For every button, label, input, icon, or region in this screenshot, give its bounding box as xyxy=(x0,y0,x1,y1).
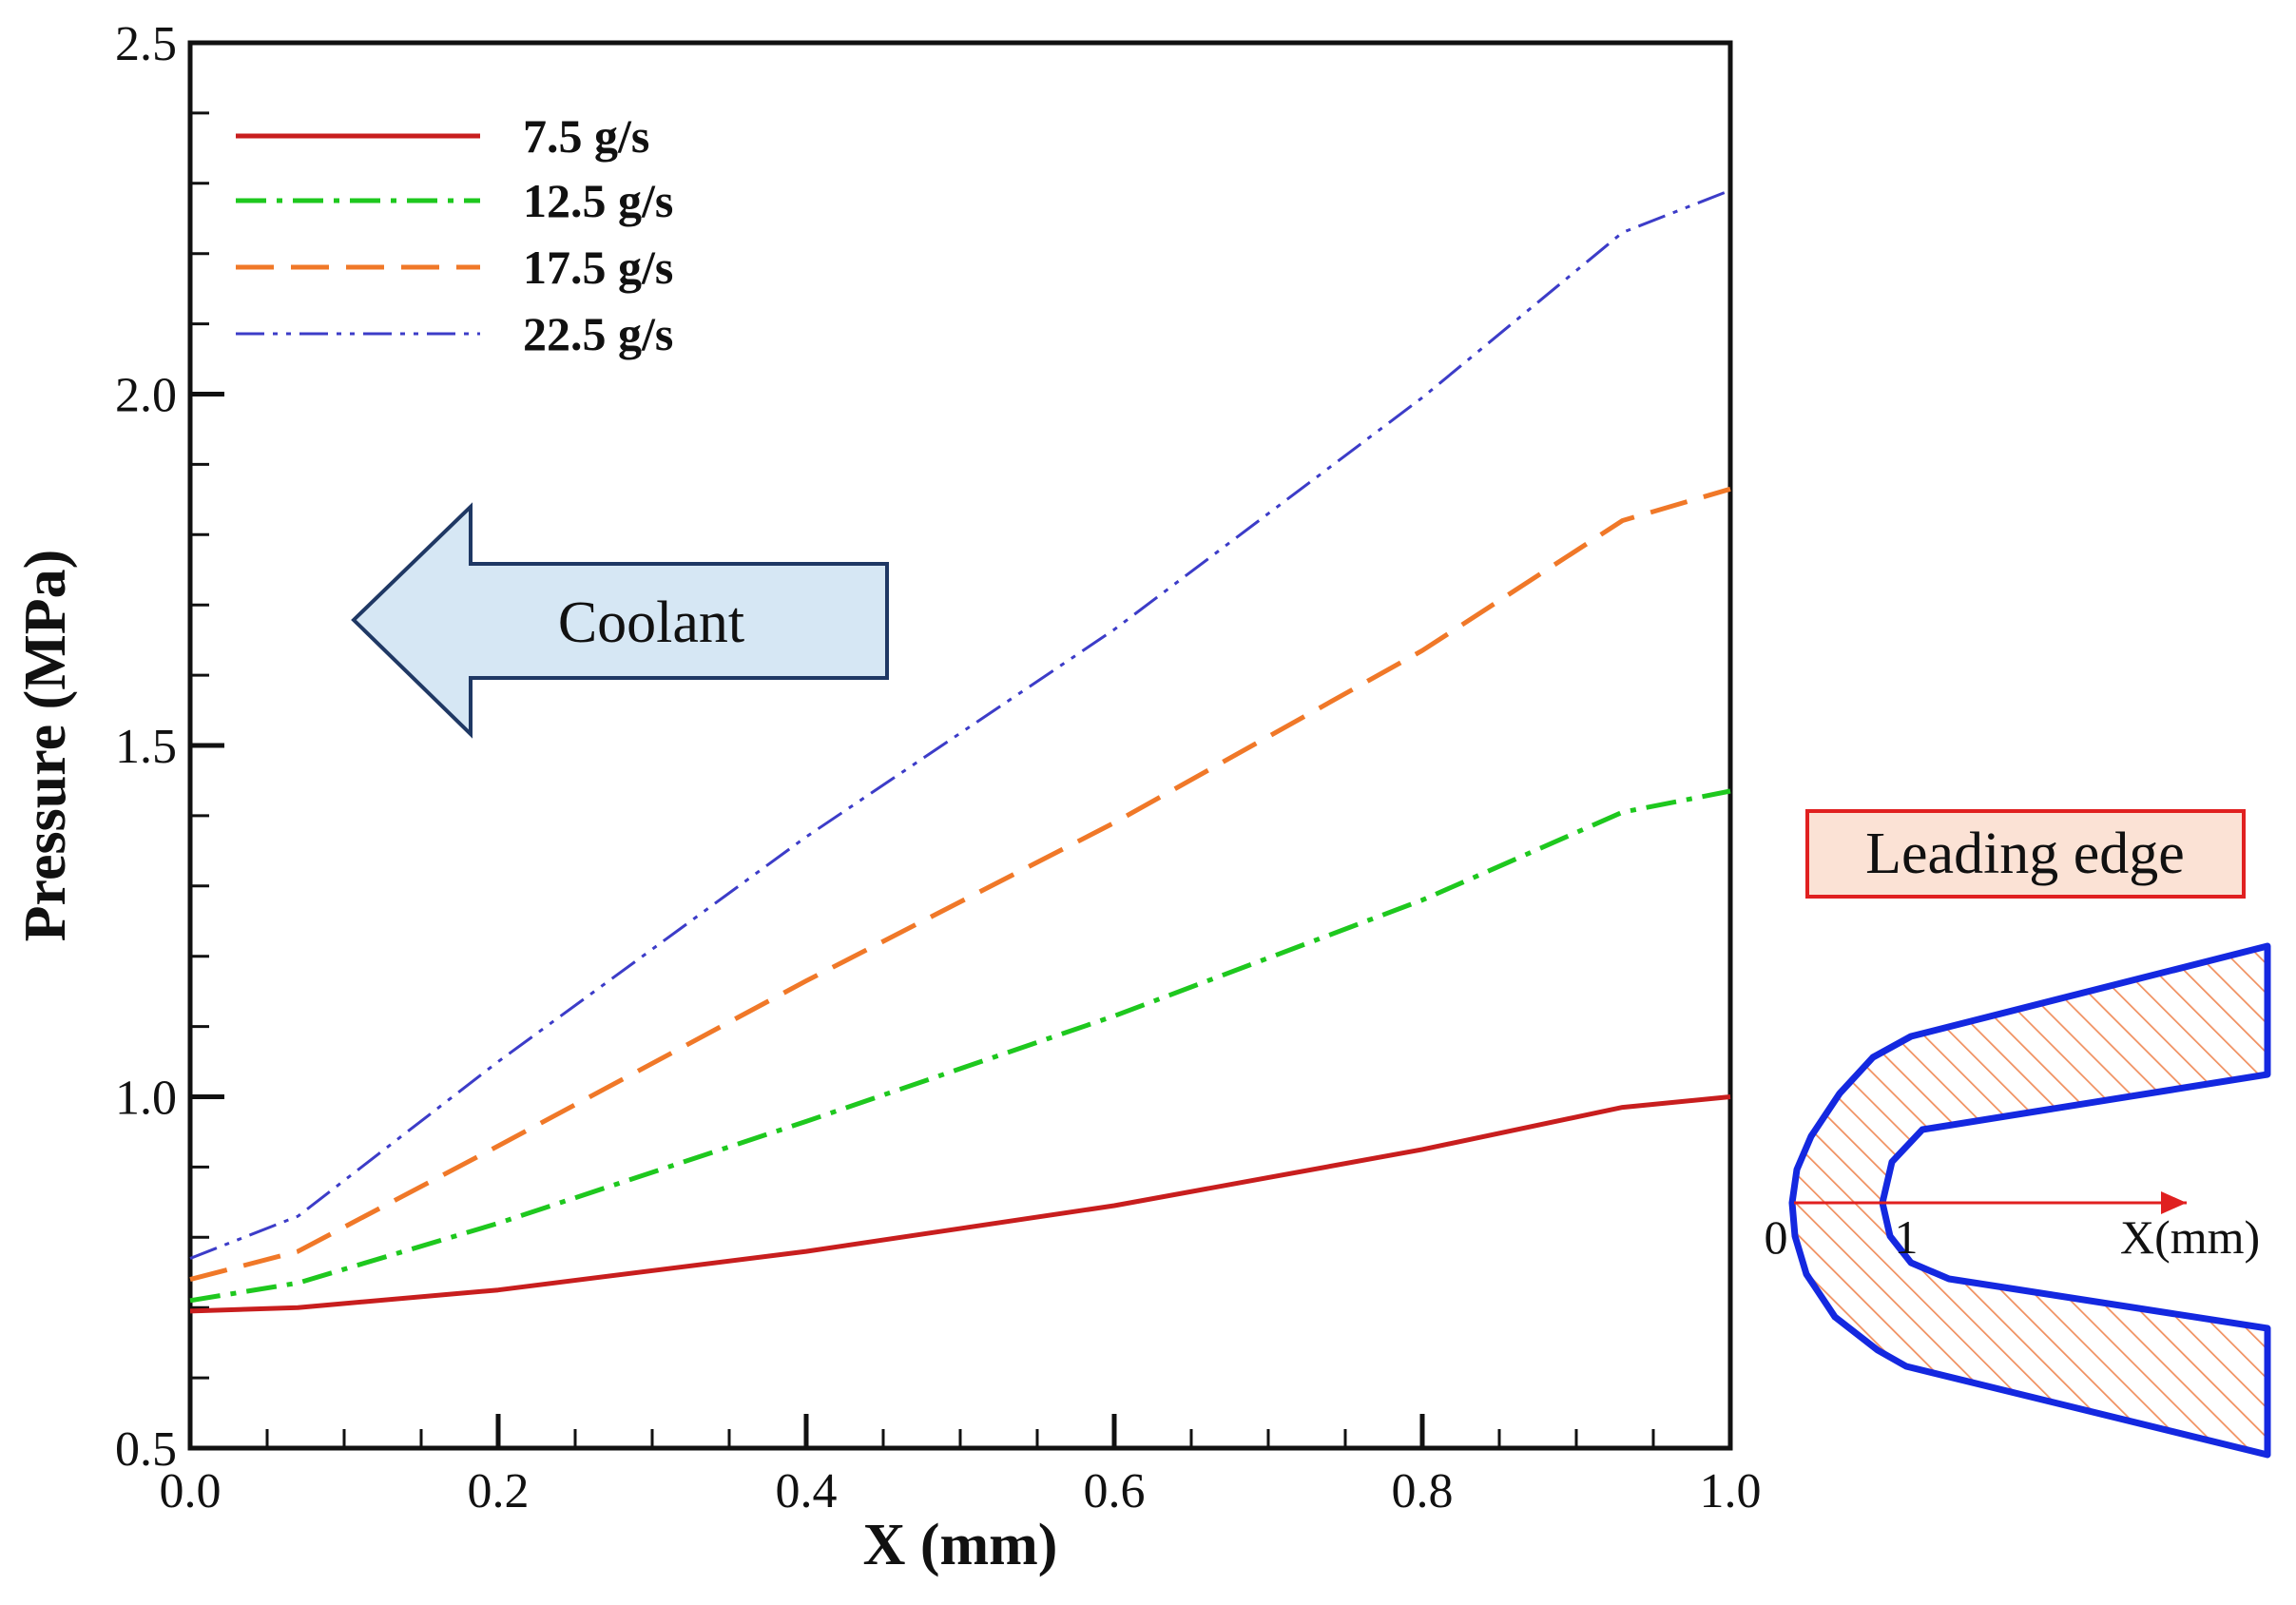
legend-label-17-5: 17.5 g/s xyxy=(523,241,673,294)
leading-edge-title: Leading edge xyxy=(1865,822,2185,886)
series-line-12-5-g-s xyxy=(189,788,1731,1304)
coolant-label: Coolant xyxy=(558,590,744,655)
leading-edge-title-box xyxy=(1805,809,2246,899)
x-tick-label: 0.8 xyxy=(1392,1464,1454,1518)
x-tick-label: 0.4 xyxy=(776,1464,838,1518)
x-tick-label: 1.0 xyxy=(1700,1464,1762,1518)
series-line-17-5-g-s xyxy=(189,486,1731,1283)
legend-label-12-5: 12.5 g/s xyxy=(523,174,673,227)
inset-axis-label: X(mm) xyxy=(2120,1210,2260,1264)
leading-edge-shape xyxy=(1788,942,2271,1459)
y-tick-label: 1.5 xyxy=(115,720,177,774)
axis-ticks: 0.0 0.2 0.4 0.6 0.8 1.0 0.5 1.0 1.5 2.0 2.5 xyxy=(115,17,1762,1518)
legend-label-22-5: 22.5 g/s xyxy=(523,307,673,360)
legend: 7.5 g/s 12.5 g/s 17.5 g/s 22.5 g/s xyxy=(236,109,673,360)
inset-origin-label: 0 xyxy=(1765,1210,1788,1264)
legend-label-7-5: 7.5 g/s xyxy=(523,109,649,163)
coolant-arrow-shape xyxy=(351,502,889,739)
y-tick-label: 2.0 xyxy=(115,369,177,423)
y-axis-title: Pressure (MPa) xyxy=(13,550,78,942)
coolant-arrow: Coolant xyxy=(351,502,889,739)
x-tick-label: 0.2 xyxy=(468,1464,530,1518)
y-tick-label: 1.0 xyxy=(115,1072,177,1126)
leading-edge-inset: Leading edge 0 1 X(mm) xyxy=(1765,809,2271,1459)
series-line-22-5-g-s xyxy=(189,188,1731,1260)
x-tick-label: 0.6 xyxy=(1084,1464,1146,1518)
y-tick-label: 0.5 xyxy=(115,1422,177,1477)
data-series xyxy=(189,188,1731,1314)
inset-one-label: 1 xyxy=(1895,1210,1919,1264)
series-line-7-5-g-s xyxy=(189,1094,1731,1314)
plot-frame xyxy=(187,40,1733,1451)
x-tick-label: 0.0 xyxy=(160,1464,222,1518)
x-axis-title: X (mm) xyxy=(863,1513,1058,1577)
y-tick-label: 2.5 xyxy=(115,17,177,71)
